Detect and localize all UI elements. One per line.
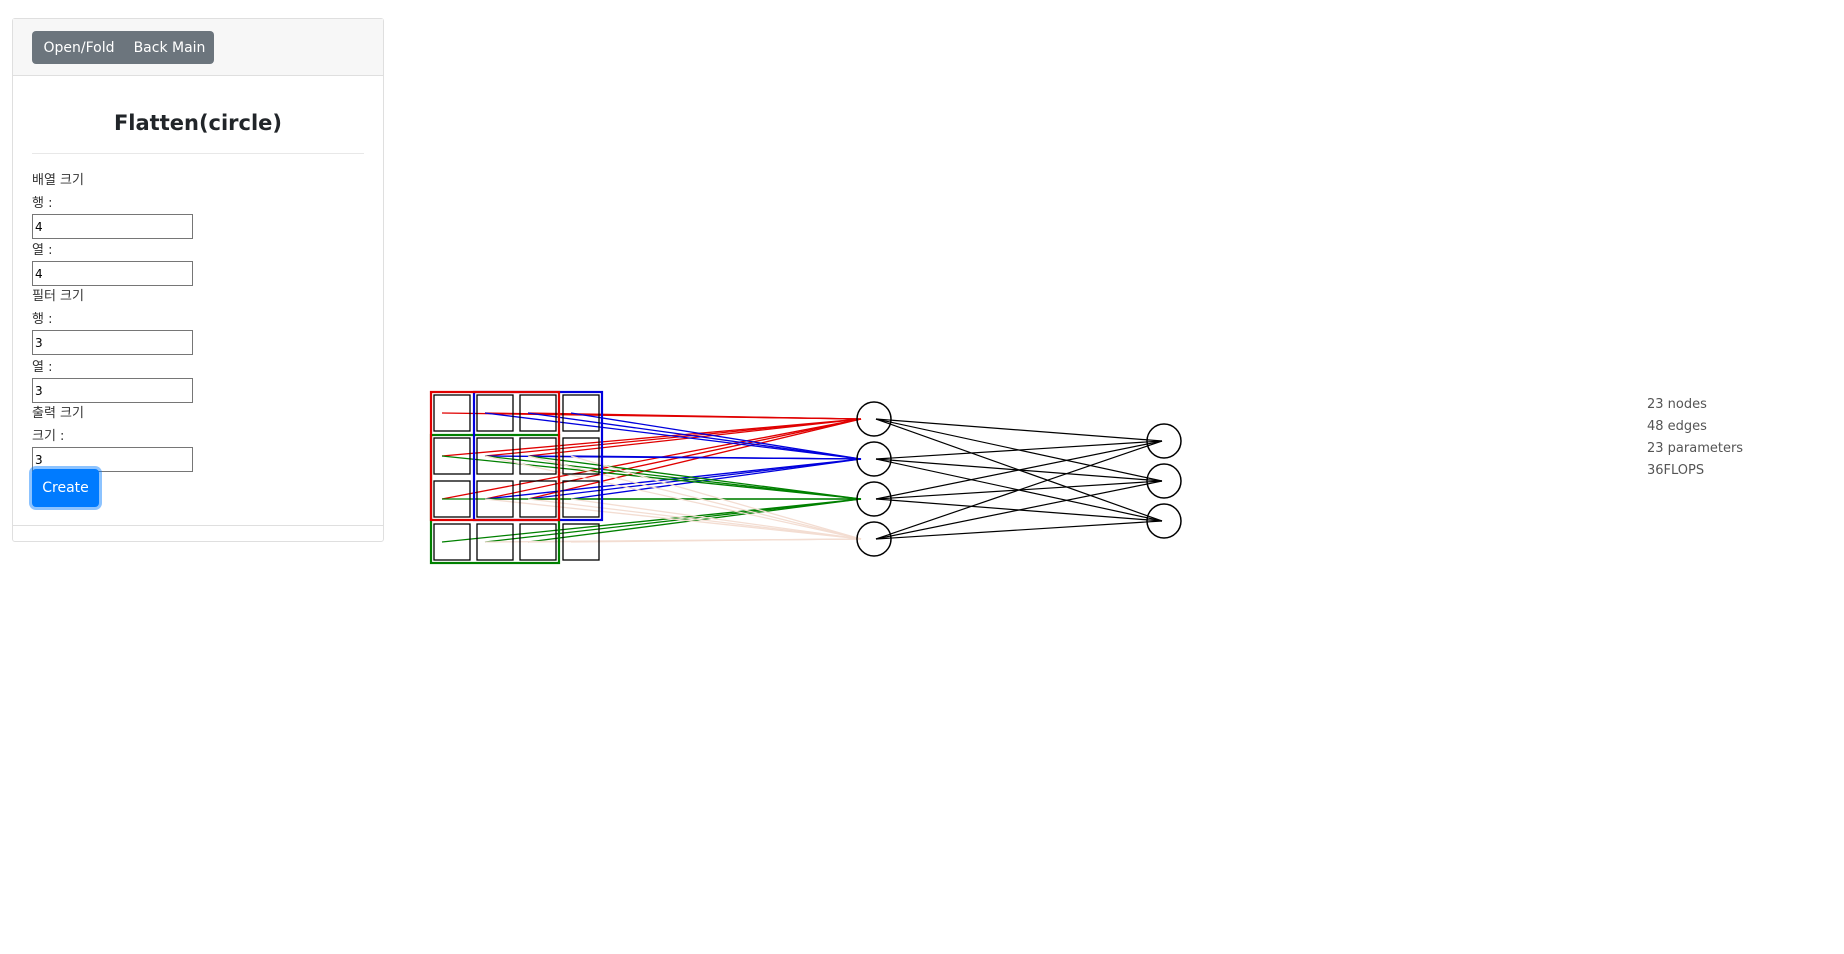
output-label: 크기 :	[32, 429, 65, 444]
input-edge	[570, 412, 862, 460]
input-edge	[527, 498, 862, 543]
filter-row-label: 행 :	[32, 312, 53, 327]
input-edge	[527, 455, 862, 540]
filter-size-label: 필터 크기	[32, 289, 84, 304]
hidden-node	[856, 401, 892, 437]
array-row-label: 행 :	[32, 196, 53, 211]
hidden-output-edge	[875, 440, 1163, 460]
array-rows-input[interactable]	[32, 214, 193, 239]
input-cell	[433, 394, 471, 432]
input-edge	[527, 455, 862, 500]
input-edge	[527, 498, 862, 540]
input-edge	[527, 418, 862, 457]
input-cell	[476, 394, 514, 432]
input-edge	[441, 418, 862, 457]
panel-footer-divider	[13, 525, 383, 526]
array-size-label: 배열 크기	[32, 173, 84, 188]
hidden-node	[856, 521, 892, 557]
input-edge	[484, 418, 862, 457]
page-title: Flatten(circle)	[113, 111, 283, 135]
input-edge	[484, 412, 862, 460]
nodes-count: 23 nodes	[1647, 397, 1707, 412]
output-size-label: 출력 크기	[32, 406, 84, 421]
output-node	[1146, 463, 1182, 499]
output-size-input[interactable]	[32, 447, 193, 472]
input-cell	[433, 480, 471, 518]
input-edge	[484, 498, 862, 543]
input-edge	[570, 455, 862, 460]
input-edge	[527, 412, 862, 420]
input-edge	[570, 458, 862, 500]
panel-header: Open/Fold Back Main	[13, 19, 383, 76]
input-edge	[441, 418, 862, 500]
input-edge	[484, 455, 862, 500]
input-edge	[484, 498, 862, 540]
output-node	[1146, 503, 1182, 539]
input-cell	[433, 523, 471, 561]
open-fold-button[interactable]: Open/Fold	[32, 31, 126, 64]
input-cell	[562, 394, 600, 432]
input-cell	[476, 437, 514, 475]
array-cols-input[interactable]	[32, 261, 193, 286]
input-cell	[562, 523, 600, 561]
hidden-output-edge	[875, 520, 1163, 540]
hidden-node	[856, 481, 892, 517]
input-edge	[484, 455, 862, 540]
input-cell	[476, 480, 514, 518]
parameters-count: 23 parameters	[1647, 441, 1744, 456]
input-cell	[519, 523, 557, 561]
network-stats: 23 nodes 48 edges 23 parameters 36FLOPS	[1647, 394, 1743, 482]
filter-rows-input[interactable]	[32, 330, 193, 355]
input-edge	[570, 538, 862, 543]
input-edge	[441, 498, 862, 543]
filter-window	[429, 390, 561, 522]
input-cell	[519, 480, 557, 518]
back-main-button[interactable]: Back Main	[125, 31, 214, 64]
output-node	[1146, 423, 1182, 459]
filter-cols-input[interactable]	[32, 378, 193, 403]
input-cell	[519, 437, 557, 475]
input-edge	[484, 418, 862, 500]
input-cell	[562, 437, 600, 475]
input-edge	[527, 418, 862, 500]
hidden-output-edge	[875, 418, 1163, 442]
array-col-label: 열 :	[32, 243, 53, 258]
input-cell	[433, 437, 471, 475]
control-panel: Open/Fold Back Main Flatten(circle) 배열 크…	[12, 18, 384, 542]
hidden-output-edge	[875, 480, 1163, 540]
flops-count: 36FLOPS	[1647, 463, 1705, 478]
input-edge	[484, 458, 862, 500]
panel-body: Flatten(circle) 배열 크기 행 : 열 : 필터 크기 행 : …	[13, 77, 383, 525]
input-edge	[570, 455, 862, 540]
hidden-output-edge	[875, 440, 1163, 540]
input-edge	[570, 498, 862, 540]
input-edge	[527, 412, 862, 460]
create-button[interactable]: Create	[32, 469, 99, 507]
input-edge	[527, 458, 862, 500]
input-cell	[476, 523, 514, 561]
filter-col-label: 열 :	[32, 360, 53, 375]
edges-count: 48 edges	[1647, 419, 1707, 434]
input-cell	[562, 480, 600, 518]
hidden-output-edge	[875, 440, 1163, 500]
input-edge	[441, 455, 862, 500]
hidden-node	[856, 441, 892, 477]
input-cell	[519, 394, 557, 432]
title-divider	[32, 153, 364, 154]
